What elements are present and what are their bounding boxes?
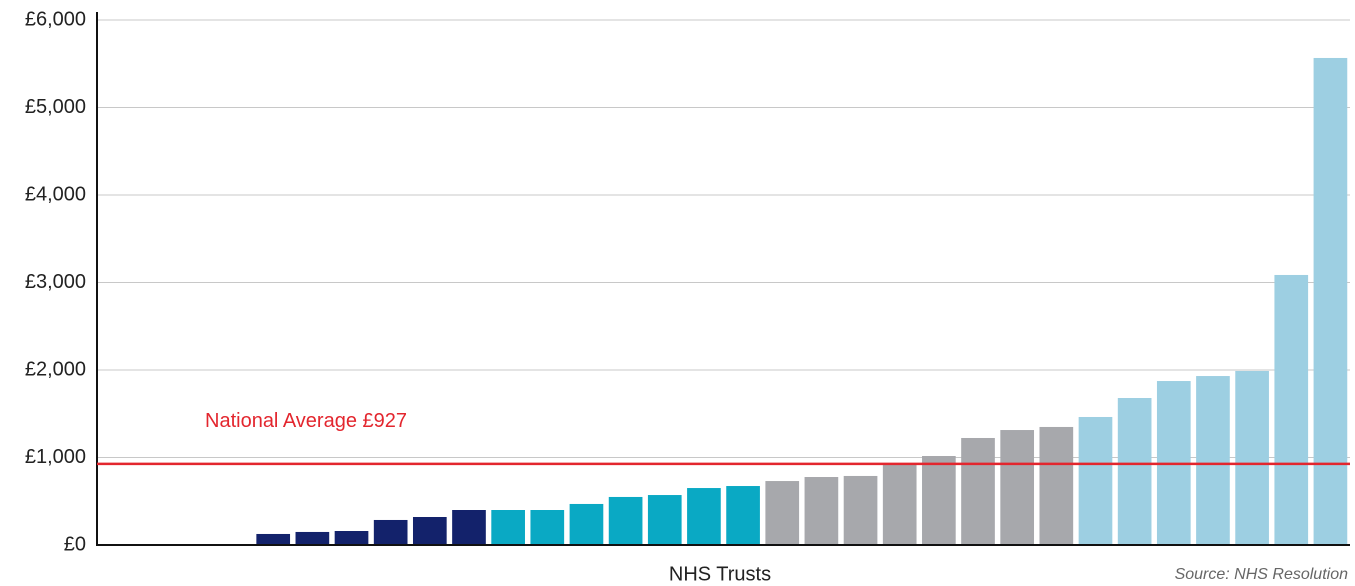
y-tick-label: £2,000 (25, 358, 86, 380)
bar (961, 437, 995, 545)
bar (608, 496, 643, 545)
bar (726, 486, 760, 545)
y-tick-label: £5,000 (25, 96, 86, 118)
bar (1117, 398, 1152, 545)
bar (1313, 57, 1348, 545)
y-tick-label: £6,000 (25, 8, 86, 30)
bar (295, 531, 330, 545)
bar (1000, 430, 1035, 545)
bar (373, 519, 408, 545)
bar (843, 475, 878, 545)
bar (647, 495, 682, 545)
bar (256, 533, 291, 545)
y-tick-label: £4,000 (25, 183, 86, 205)
y-tick-label: £0 (64, 533, 86, 555)
bar (491, 510, 525, 545)
bar (452, 510, 486, 545)
bar (412, 517, 447, 545)
reference-label: National Average £927 (205, 410, 407, 432)
source-note: Source: NHS Resolution (1175, 566, 1349, 583)
bar (687, 488, 721, 545)
bar (569, 503, 604, 545)
bar (1235, 370, 1269, 545)
bar (334, 531, 369, 545)
bar (804, 477, 839, 545)
bar (922, 456, 956, 545)
bar (1078, 416, 1113, 545)
y-tick-label: £1,000 (25, 446, 86, 468)
bar (765, 481, 800, 545)
bar (882, 463, 917, 545)
bar (1274, 274, 1309, 545)
x-axis-label: NHS Trusts (669, 563, 771, 585)
bar (1196, 376, 1230, 545)
bar (530, 510, 565, 545)
bar (1039, 426, 1074, 545)
y-tick-label: £3,000 (25, 271, 86, 293)
